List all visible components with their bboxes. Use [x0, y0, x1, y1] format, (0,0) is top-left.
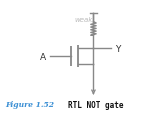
Text: Figure 1.52: Figure 1.52	[5, 101, 54, 108]
Text: RTL NOT gate: RTL NOT gate	[68, 100, 124, 109]
Text: weak: weak	[74, 17, 92, 23]
Text: Y: Y	[115, 44, 120, 53]
Text: A: A	[40, 52, 46, 61]
